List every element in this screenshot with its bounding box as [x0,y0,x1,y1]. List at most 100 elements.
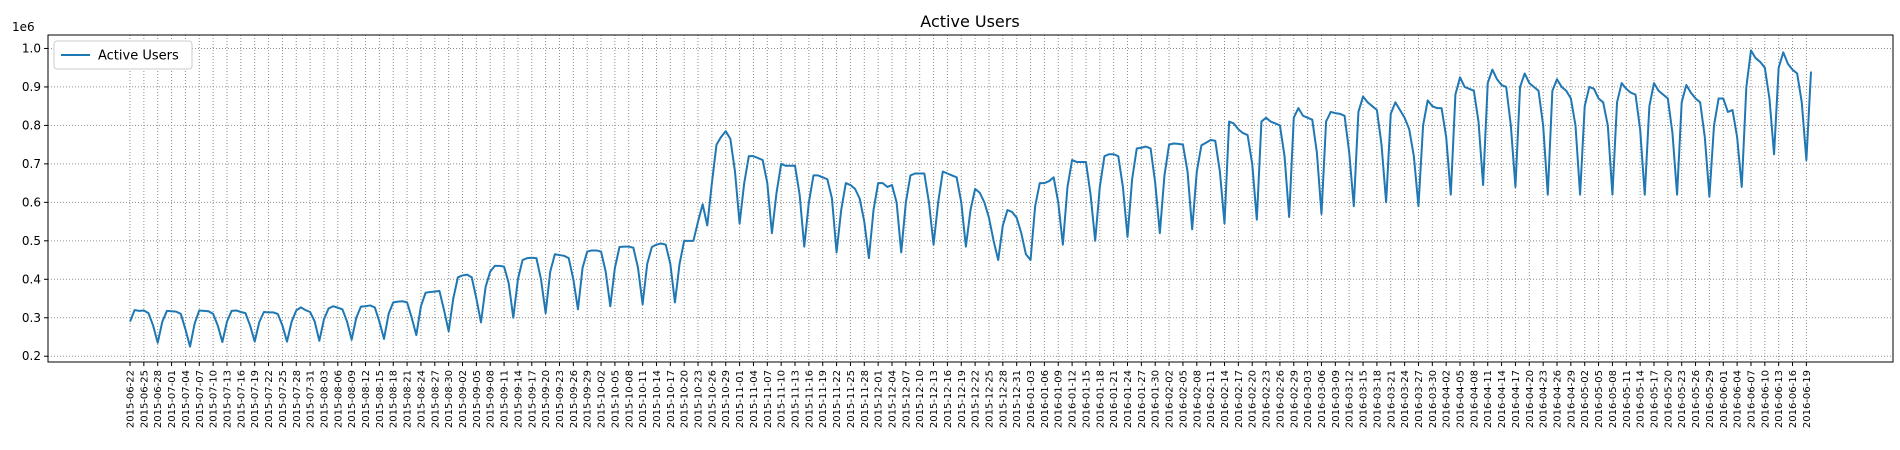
x-tick-label: 2016-03-24 [1400,370,1411,428]
x-tick-label: 2016-03-06 [1317,370,1328,428]
x-tick-label: 2016-01-24 [1123,370,1134,428]
x-tick-label: 2015-12-28 [998,370,1009,428]
x-tick-label: 2015-09-02 [458,370,469,428]
x-tick-label: 2016-01-21 [1109,370,1120,428]
x-tick-label: 2015-09-08 [486,370,497,428]
x-tick-label: 2015-09-14 [513,370,524,428]
x-tick-label: 2015-12-10 [915,370,926,428]
x-tick-label: 2015-08-24 [416,370,427,428]
y-tick-label: 0.6 [22,195,41,209]
x-tick-label: 2016-04-26 [1553,370,1564,428]
y-tick-label: 0.3 [22,311,41,325]
x-tick-label: 2016-06-10 [1760,370,1771,428]
x-tick-label: 2015-11-25 [846,370,857,428]
x-tick-label: 2015-12-19 [957,370,968,428]
x-tick-label: 2016-02-11 [1206,370,1217,428]
x-tick-label: 2015-12-16 [943,370,954,428]
x-tick-label: 2015-10-20 [680,370,691,428]
x-tick-label: 2016-01-09 [1054,370,1065,428]
x-tick-label: 2016-04-02 [1442,370,1453,428]
x-tick-label: 2016-01-06 [1040,370,1051,428]
x-tick-label: 2015-11-28 [860,370,871,428]
series-line-active-users [129,49,1812,348]
x-tick-label: 2015-08-15 [375,370,386,428]
x-tick-label: 2015-08-09 [347,370,358,428]
x-tick-label: 2015-11-19 [818,370,829,428]
x-tick-label: 2015-07-31 [306,370,317,428]
x-tick-label: 2016-01-12 [1068,370,1079,428]
x-tick-label: 2015-09-11 [500,370,511,428]
x-tick-label: 2015-10-23 [694,370,705,428]
x-tick-label: 2016-03-18 [1372,370,1383,428]
x-tick-label: 2016-03-21 [1386,370,1397,428]
x-tick-label: 2015-07-28 [292,370,303,428]
x-tick-label: 2016-04-17 [1511,370,1522,428]
x-tick-label: 2015-10-05 [610,370,621,428]
x-tick-label: 2015-11-22 [832,370,843,428]
x-tick-label: 2015-08-27 [430,370,441,428]
x-tick-label: 2015-07-25 [278,370,289,428]
x-tick-label: 2016-04-11 [1483,370,1494,428]
y-tick-label: 0.9 [22,80,41,94]
x-tick-label: 2015-11-16 [804,370,815,428]
grid [48,35,1893,362]
x-tick-label: 2015-08-18 [389,370,400,428]
x-tick-label: 2015-11-13 [791,370,802,428]
x-tick-label: 2016-03-12 [1345,370,1356,428]
x-tick-label: 2015-07-13 [222,370,233,428]
x-tick-label: 2016-04-08 [1469,370,1480,428]
x-tick-label: 2016-03-27 [1414,370,1425,428]
x-tick-label: 2016-04-23 [1539,370,1550,428]
x-tick-label: 2016-06-16 [1788,370,1799,428]
x-tick-label: 2016-02-23 [1262,370,1273,428]
x-tick-label: 2016-05-14 [1636,370,1647,428]
x-tick-label: 2016-01-03 [1026,370,1037,428]
x-tick-label: 2015-12-31 [1012,370,1023,428]
y-tick-label: 1.0 [22,41,41,55]
x-tick-label: 2015-08-30 [444,370,455,428]
x-tick-label: 2016-05-08 [1608,370,1619,428]
x-tick-label: 2015-10-14 [652,370,663,428]
x-tick-label: 2015-06-22 [126,370,137,428]
x-tick-label: 2016-06-04 [1733,370,1744,428]
x-tick-label: 2016-06-01 [1719,370,1730,428]
x-tick-label: 2016-01-30 [1151,370,1162,428]
x-tick-label: 2016-02-29 [1289,370,1300,428]
x-tick-label: 2015-07-01 [167,370,178,428]
series-layer [129,49,1812,348]
x-tick-label: 2015-10-08 [624,370,635,428]
legend-series-label: Active Users [98,49,179,64]
x-tick-label: 2015-11-07 [763,370,774,428]
plot-area-frame [47,34,1894,363]
x-tick-label: 2015-09-05 [472,370,483,428]
x-tick-label: 2015-12-13 [929,370,940,428]
x-tick-label: 2016-02-17 [1234,370,1245,428]
x-tick-label: 2016-03-03 [1303,370,1314,428]
x-tick-label: 2015-07-22 [264,370,275,428]
y-tick-label: 0.8 [22,118,41,132]
chart-title: Active Users [920,12,1019,31]
y-tick-label: 0.4 [22,272,41,286]
y-axis-multiplier-label: 1e6 [12,20,35,34]
x-tick-label: 2016-02-05 [1178,370,1189,428]
x-tick-label: 2015-12-04 [887,370,898,428]
x-axis-ticks: 2015-06-22 2015-06-25 2015-06-28 2015-07-01… [126,362,1813,428]
x-tick-label: 2015-10-26 [707,370,718,428]
x-tick-label: 2015-08-12 [361,370,372,428]
x-tick-label: 2016-06-19 [1802,370,1813,428]
x-tick-label: 2016-05-26 [1691,370,1702,428]
x-tick-label: 2015-09-29 [583,370,594,428]
x-tick-label: 2016-06-13 [1774,370,1785,428]
x-tick-label: 2015-07-07 [195,370,206,428]
x-tick-label: 2016-05-05 [1594,370,1605,428]
x-tick-label: 2015-11-04 [749,370,760,428]
x-tick-label: 2016-03-09 [1331,370,1342,428]
x-tick-label: 2015-12-25 [984,370,995,428]
x-tick-label: 2015-08-21 [403,370,414,428]
x-tick-label: 2016-05-02 [1580,370,1591,428]
y-axis-ticks: 0.2 0.3 0.4 0.5 0.6 0.7 0.8 0.9 1.0 [22,41,48,363]
legend: Active Users [53,40,193,70]
x-tick-label: 2015-06-28 [153,370,164,428]
x-tick-label: 2016-02-20 [1248,370,1259,428]
y-tick-label: 0.5 [22,234,41,248]
